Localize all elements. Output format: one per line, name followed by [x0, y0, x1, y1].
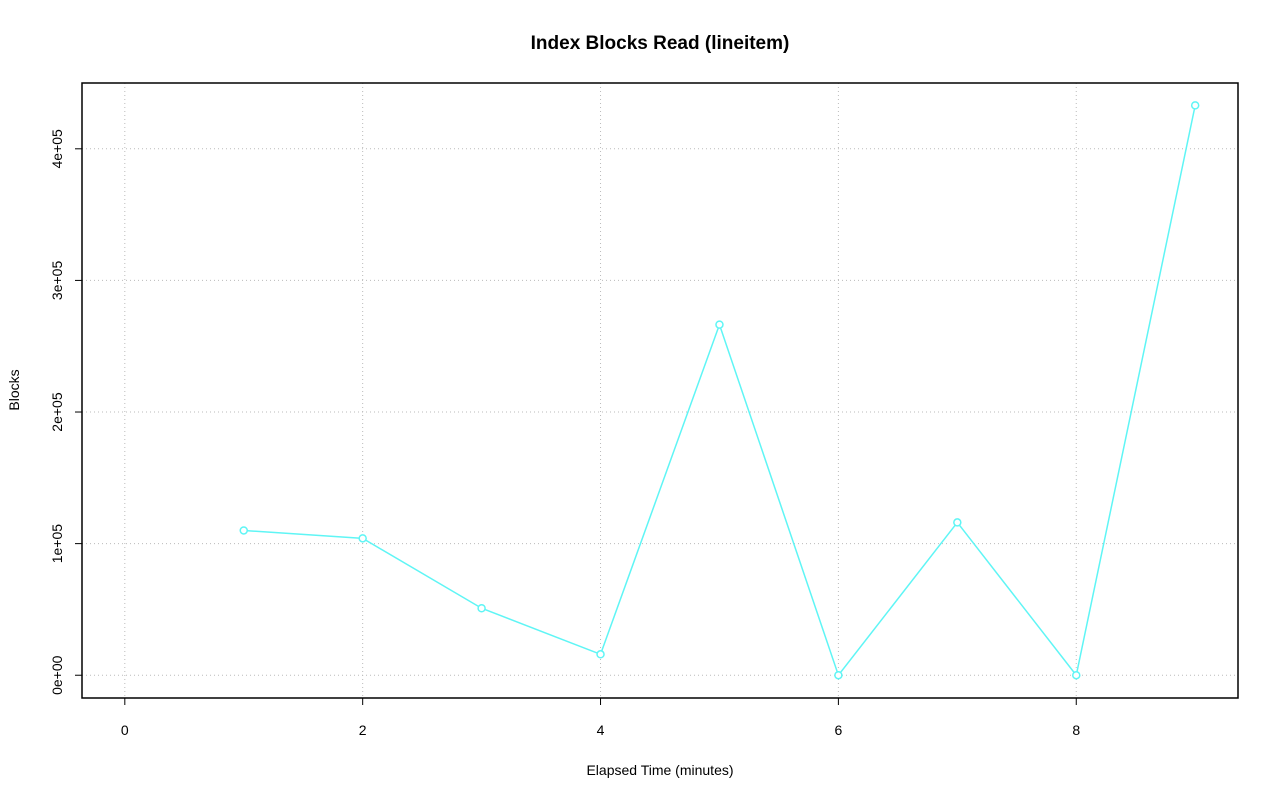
x-tick-label: 6	[834, 722, 842, 738]
chart-title: Index Blocks Read (lineitem)	[531, 33, 790, 54]
y-tick-label: 2e+05	[49, 392, 65, 432]
y-tick-label: 1e+05	[49, 524, 65, 564]
y-axis-label: Blocks	[6, 369, 22, 410]
data-point	[358, 534, 367, 543]
data-point	[715, 320, 724, 329]
data-point	[239, 526, 248, 535]
x-tick-label: 4	[597, 722, 605, 738]
data-point	[596, 650, 605, 659]
y-tick-label: 3e+05	[49, 261, 65, 301]
data-point	[1190, 101, 1200, 110]
y-tick-label: 4e+05	[49, 129, 65, 169]
y-tick-label: 0e+00	[49, 655, 65, 695]
x-axis-label: Elapsed Time (minutes)	[586, 762, 733, 778]
data-point	[953, 518, 962, 527]
plot-frame	[81, 82, 1239, 699]
x-tick-label: 8	[1072, 722, 1080, 738]
data-point	[1072, 670, 1081, 680]
x-tick-label: 2	[359, 722, 367, 738]
x-tick-label: 0	[121, 722, 129, 738]
data-point	[834, 670, 843, 680]
series-line	[243, 105, 1196, 677]
data-point	[477, 603, 486, 613]
